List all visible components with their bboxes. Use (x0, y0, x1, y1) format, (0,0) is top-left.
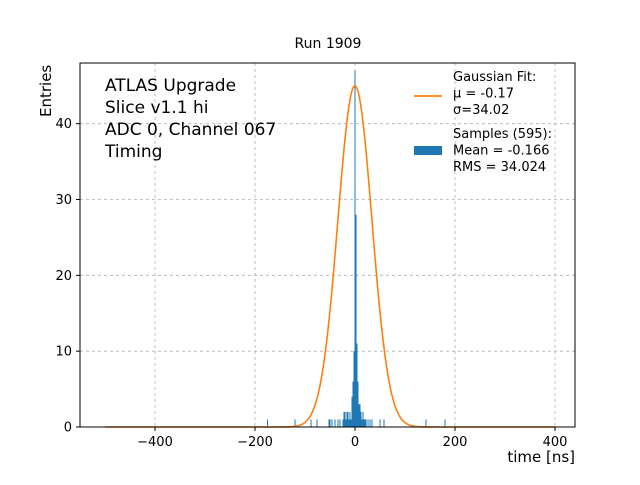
histogram-bar (354, 70, 356, 427)
plot-area: −400 −200 0 200 400 0 10 20 30 40 ATLAS UpgradeSli… (55, 62, 576, 450)
annotation-text: ADC 0, Channel 067 (105, 120, 276, 140)
legend-samples-label: RMS = 34.024 (453, 160, 546, 175)
histogram-bar (352, 381, 354, 427)
histogram-bar (363, 419, 365, 427)
histogram-bar (328, 419, 330, 427)
x-axis-title: time [ns] (507, 448, 575, 466)
histogram-bar (364, 419, 366, 427)
histogram-bar (351, 396, 353, 427)
y-axis-title: Entries (37, 65, 55, 117)
histogram-bar (310, 419, 312, 427)
histogram-bar (329, 419, 331, 427)
histogram-bar (358, 404, 360, 427)
annotation-text: Timing (104, 142, 162, 162)
chart-title: Run 1909 (295, 36, 362, 52)
legend-samples-label: Samples (595): (453, 127, 552, 142)
histogram-bar (365, 419, 367, 427)
histogram-bar (331, 419, 333, 427)
y-tick-label: 40 (55, 117, 72, 132)
histogram-bar (355, 214, 357, 427)
y-tick-label: 0 (64, 421, 72, 436)
histogram-bar (345, 419, 347, 427)
histogram-bar (362, 411, 364, 427)
legend-fit-label: σ=34.02 (453, 103, 509, 118)
y-tick-label: 10 (55, 345, 72, 360)
histogram-bar (316, 419, 318, 427)
x-tick-label: −400 (137, 435, 173, 450)
histogram-bar (349, 411, 351, 427)
histogram-bar (339, 419, 341, 427)
histogram-bar (348, 419, 350, 427)
histogram-bar (356, 343, 358, 427)
histogram-bar (371, 419, 373, 427)
legend-samples-swatch (414, 146, 442, 155)
histogram-bar (350, 419, 352, 427)
x-tick-label: 200 (443, 435, 468, 450)
histogram-bar (383, 419, 385, 427)
histogram-bar (342, 419, 344, 427)
histogram-bar (346, 411, 348, 427)
histogram-bar (353, 351, 355, 427)
histogram-bar (425, 419, 427, 427)
x-tick-label: 400 (543, 435, 568, 450)
annotation-text: Slice v1.1 hi (105, 98, 208, 118)
histogram-bar (294, 419, 296, 427)
histogram-bar (337, 419, 339, 427)
x-tick-label: 0 (351, 435, 359, 450)
histogram-bar (367, 419, 369, 427)
x-tick-label: −200 (237, 435, 273, 450)
legend-samples-label: Mean = -0.166 (453, 144, 549, 159)
histogram-bar (347, 411, 349, 427)
y-tick-label: 30 (55, 193, 72, 208)
histogram-bar (334, 419, 336, 427)
histogram-bar (344, 411, 346, 427)
histogram-bar (267, 419, 268, 427)
histogram-bar (361, 419, 363, 427)
y-tick-label: 20 (55, 269, 72, 284)
histogram-bar (357, 381, 359, 427)
histogram-bar (369, 419, 371, 427)
histogram-bar (444, 419, 446, 427)
plot-frame (79, 62, 576, 428)
histogram-bar (360, 411, 362, 427)
histogram-bar (343, 411, 345, 427)
histogram-bar (379, 419, 381, 427)
histogram-bar (359, 404, 361, 427)
annotation-text: ATLAS Upgrade (105, 76, 236, 96)
legend-fit-label: μ = -0.17 (453, 87, 514, 102)
legend-fit-label: Gaussian Fit: (453, 70, 536, 85)
